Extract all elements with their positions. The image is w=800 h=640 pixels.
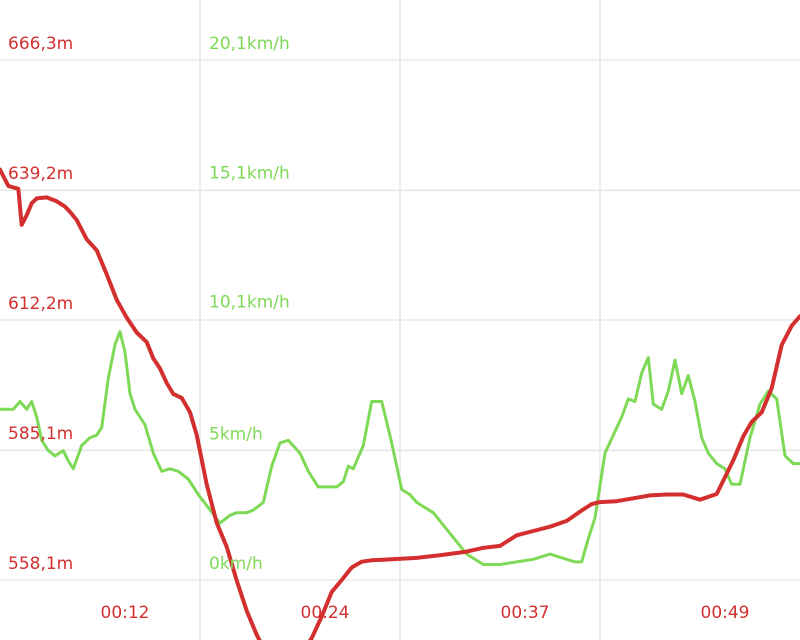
speed-tick-label: 15,1km/h [209, 163, 290, 183]
time-tick-label: 00:49 [701, 603, 750, 623]
speed-series [0, 330, 800, 566]
time-tick-label: 00:37 [501, 603, 550, 623]
time-tick-label: 00:24 [301, 603, 350, 623]
speed-tick-label: 5km/h [209, 425, 263, 445]
speed-tick-label: 10,1km/h [209, 293, 290, 313]
altitude-tick-label: 585,1m [8, 424, 73, 444]
axis-labels: 558,1m 585,1m 612,2m 639,2m 666,3m 0km/h 5km/h… [8, 34, 750, 623]
speed-tick-label: 20,1km/h [209, 34, 290, 54]
altitude-tick-label: 558,1m [8, 554, 73, 574]
altitude-line [0, 167, 800, 640]
speed-tick-label: 0km/h [209, 554, 263, 574]
speed-line [0, 330, 800, 566]
altitude-series [0, 167, 800, 640]
altitude-tick-label: 666,3m [8, 34, 73, 54]
altitude-tick-label: 612,2m [8, 294, 73, 314]
altitude-tick-label: 639,2m [8, 164, 73, 184]
time-tick-label: 00:12 [101, 603, 150, 623]
